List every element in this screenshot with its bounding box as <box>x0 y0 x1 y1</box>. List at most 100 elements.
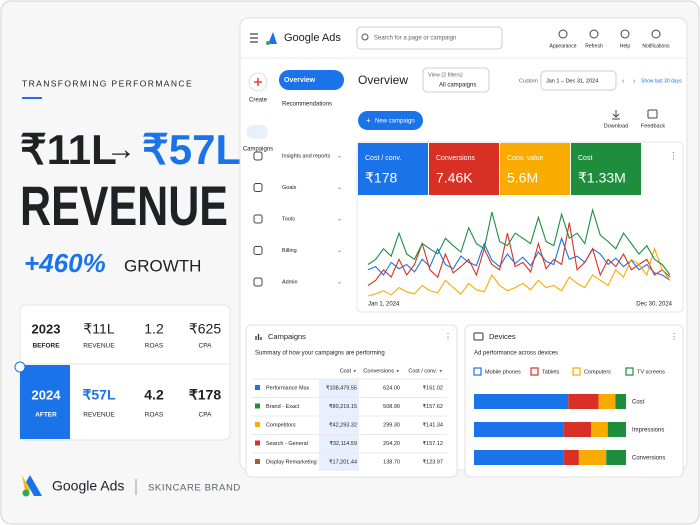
cell: ₹108,479.55 <box>326 384 357 391</box>
cell: 299.30 <box>383 422 400 428</box>
legend-label: TV screens <box>637 369 665 375</box>
bar-segment <box>615 394 626 409</box>
prev[interactable]: ‹ <box>622 78 625 85</box>
metric-card[interactable] <box>500 143 570 195</box>
underline <box>22 97 42 99</box>
action-label: Help <box>620 43 631 49</box>
feedback[interactable]: Feedback <box>641 123 665 129</box>
sort-icon: ▾ <box>439 368 442 374</box>
shortcut[interactable]: Show last 30 days <box>641 78 682 84</box>
cell: 508.90 <box>383 404 400 410</box>
nav-campaigns[interactable]: Campaigns <box>243 147 273 153</box>
campaigns-pill[interactable] <box>246 125 268 139</box>
metric-total: ₹178 <box>365 170 397 186</box>
nav-item[interactable]: Goals <box>282 185 297 191</box>
date-range[interactable] <box>540 70 617 91</box>
chevron: ⌄ <box>337 185 342 191</box>
menu-icon[interactable] <box>250 33 258 43</box>
column-header[interactable]: Cost <box>340 368 352 374</box>
nav-icon <box>253 151 263 161</box>
search-box[interactable] <box>356 26 503 50</box>
category-label: Cost <box>632 400 645 406</box>
campaign-name: Competitors <box>266 422 296 428</box>
overview-pill[interactable] <box>279 70 344 90</box>
campaigns-title: Campaigns <box>268 332 306 341</box>
footer-client: SKINCARE BRAND <box>148 483 241 494</box>
nav-item[interactable]: Tools <box>282 216 295 222</box>
column-header[interactable]: Conversions <box>363 368 394 374</box>
metric-name: Cost / conv. <box>365 155 401 162</box>
action-icon[interactable] <box>620 29 630 39</box>
action-icon[interactable] <box>589 29 599 39</box>
stat-label: CPA <box>199 412 213 419</box>
stats: 2023 BEFORE ₹11L REVENUE 1.2 ROAS ₹625 CPA 2024 A… <box>32 321 222 419</box>
metric-card[interactable] <box>429 143 499 195</box>
more[interactable]: ⋮ <box>444 332 452 341</box>
nav: Insights and reports ⌄ Goals ⌄ Tools ⌄ Billing… <box>253 151 342 287</box>
cell: 204.20 <box>383 441 400 447</box>
search-placeholder: Search for a page or campaign <box>374 36 456 42</box>
nav-icon <box>253 214 263 224</box>
series-line <box>367 207 671 276</box>
series-line <box>367 236 671 281</box>
bar-segment <box>606 450 626 465</box>
metric-card[interactable] <box>358 143 428 195</box>
category-label: Conversions <box>632 456 665 462</box>
nav-overview: Overview <box>284 77 316 84</box>
cell: 138.70 <box>383 459 400 465</box>
next[interactable]: › <box>633 78 636 85</box>
headline-line2: REVENUE <box>20 174 228 237</box>
download-icon[interactable] <box>612 110 620 120</box>
logo <box>26 475 42 496</box>
column-header[interactable]: Cost / conv. <box>408 368 437 374</box>
cell: ₹123.97 <box>423 458 443 465</box>
nav-item[interactable]: Billing <box>282 248 297 254</box>
logo <box>22 489 30 497</box>
nav-item[interactable]: Insights and reports <box>282 153 331 159</box>
nav-recommendations[interactable]: Recommendations <box>282 102 332 108</box>
cell: ₹161.02 <box>423 384 443 391</box>
devices-title: Devices <box>489 332 516 341</box>
row-swatch <box>255 422 260 427</box>
more[interactable]: ⋮ <box>670 332 678 341</box>
stat-label: CPA <box>199 343 213 350</box>
campaign-name: Performance Max <box>266 385 310 391</box>
stat-value: ₹57L <box>82 387 115 403</box>
action-icon[interactable] <box>651 29 661 39</box>
nav-icon <box>253 246 263 255</box>
stat-label: ROAS <box>145 412 164 419</box>
filter-value: All campaigns <box>439 83 476 89</box>
growth-label: GROWTH <box>124 256 201 275</box>
new-campaign-button[interactable] <box>358 111 423 130</box>
bar-segment <box>474 422 564 437</box>
sort-icon: ▾ <box>396 368 399 374</box>
action-label: Notifications <box>642 43 670 49</box>
campaigns-subtitle: Summary of how your campaigns are perfor… <box>255 351 385 357</box>
filter[interactable] <box>422 67 490 93</box>
devices-chart: Mobile phones Tablets Computers TV screens C… <box>473 367 665 465</box>
legend-swatch <box>530 367 539 376</box>
arrow-badge <box>14 361 26 373</box>
nav-item[interactable]: Admin <box>282 279 298 285</box>
range-label: Custom <box>519 78 538 84</box>
campaign-name: Brand - Exact <box>266 404 300 410</box>
headline-to: ₹57L <box>142 126 241 173</box>
feedback-icon[interactable] <box>647 109 658 119</box>
stat-label: REVENUE <box>83 412 115 419</box>
chevron: ⌄ <box>337 217 342 223</box>
cell: ₹32,114.59 <box>329 440 357 447</box>
more[interactable]: ⋮ <box>669 150 678 160</box>
download[interactable]: Download <box>604 123 628 129</box>
metric-name: Conv. value <box>507 155 544 162</box>
bar-segment <box>568 394 599 409</box>
metric-total: 7.46K <box>436 170 473 186</box>
action-label: Refresh <box>585 43 603 49</box>
action-icon[interactable] <box>558 29 568 39</box>
nav-create[interactable]: Create <box>249 98 268 104</box>
action-label: Appearance <box>550 43 577 49</box>
row-swatch <box>255 440 260 446</box>
campaign-name: Display Remarketing <box>266 459 317 465</box>
metric-card[interactable] <box>571 143 641 195</box>
overview-title: Overview <box>358 73 408 87</box>
series-line <box>367 247 671 297</box>
